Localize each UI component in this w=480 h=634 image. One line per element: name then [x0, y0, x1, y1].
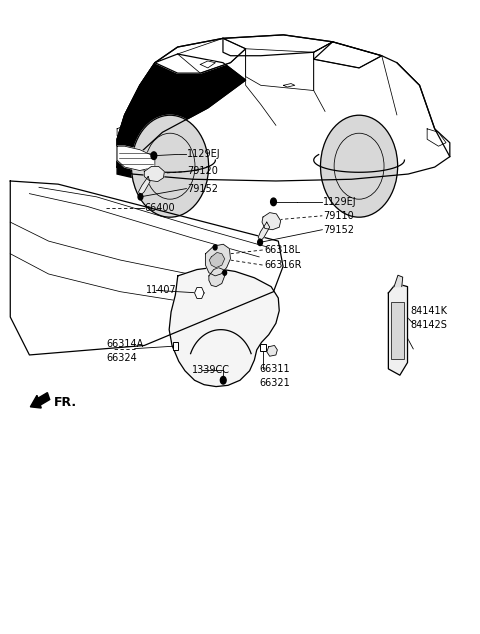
Circle shape [258, 239, 263, 245]
Polygon shape [388, 283, 408, 375]
Text: 79120: 79120 [187, 167, 218, 176]
Polygon shape [194, 287, 204, 299]
Text: 11407: 11407 [146, 285, 177, 295]
Polygon shape [155, 38, 246, 73]
Text: 66321: 66321 [259, 378, 290, 389]
Circle shape [271, 198, 276, 205]
Polygon shape [205, 244, 230, 276]
Polygon shape [209, 252, 225, 268]
Text: 66311: 66311 [259, 364, 290, 374]
Circle shape [196, 289, 202, 297]
Polygon shape [144, 167, 164, 181]
FancyArrow shape [30, 392, 50, 408]
Circle shape [151, 152, 157, 160]
Text: 84142S: 84142S [410, 320, 447, 330]
Text: 66400: 66400 [144, 203, 175, 213]
Polygon shape [117, 133, 185, 178]
Polygon shape [139, 176, 150, 195]
Circle shape [132, 115, 209, 217]
Text: 79152: 79152 [187, 184, 218, 193]
Text: 66324: 66324 [106, 353, 137, 363]
Bar [172, 342, 178, 350]
Polygon shape [117, 54, 246, 167]
Bar [391, 302, 404, 359]
Circle shape [321, 115, 397, 217]
Text: 1129EJ: 1129EJ [187, 150, 221, 159]
Polygon shape [169, 268, 279, 387]
Text: 79110: 79110 [323, 210, 354, 221]
Polygon shape [394, 275, 403, 287]
Text: 1129EJ: 1129EJ [323, 197, 357, 207]
Polygon shape [209, 268, 225, 287]
Circle shape [220, 377, 226, 384]
Polygon shape [10, 181, 283, 355]
Text: 1339CC: 1339CC [192, 365, 230, 375]
Polygon shape [267, 346, 277, 356]
Polygon shape [262, 212, 281, 230]
Circle shape [223, 270, 227, 275]
Polygon shape [117, 35, 450, 181]
Text: 79152: 79152 [323, 224, 354, 235]
Circle shape [138, 193, 143, 200]
Circle shape [213, 245, 217, 250]
Bar [260, 344, 266, 351]
Text: 66316R: 66316R [264, 260, 301, 270]
Text: 66318L: 66318L [264, 245, 300, 255]
Text: 84141K: 84141K [410, 306, 447, 316]
Text: 66314A: 66314A [106, 339, 143, 349]
Polygon shape [258, 222, 270, 241]
Text: FR.: FR. [54, 396, 77, 409]
Polygon shape [117, 146, 155, 171]
Polygon shape [200, 61, 216, 68]
